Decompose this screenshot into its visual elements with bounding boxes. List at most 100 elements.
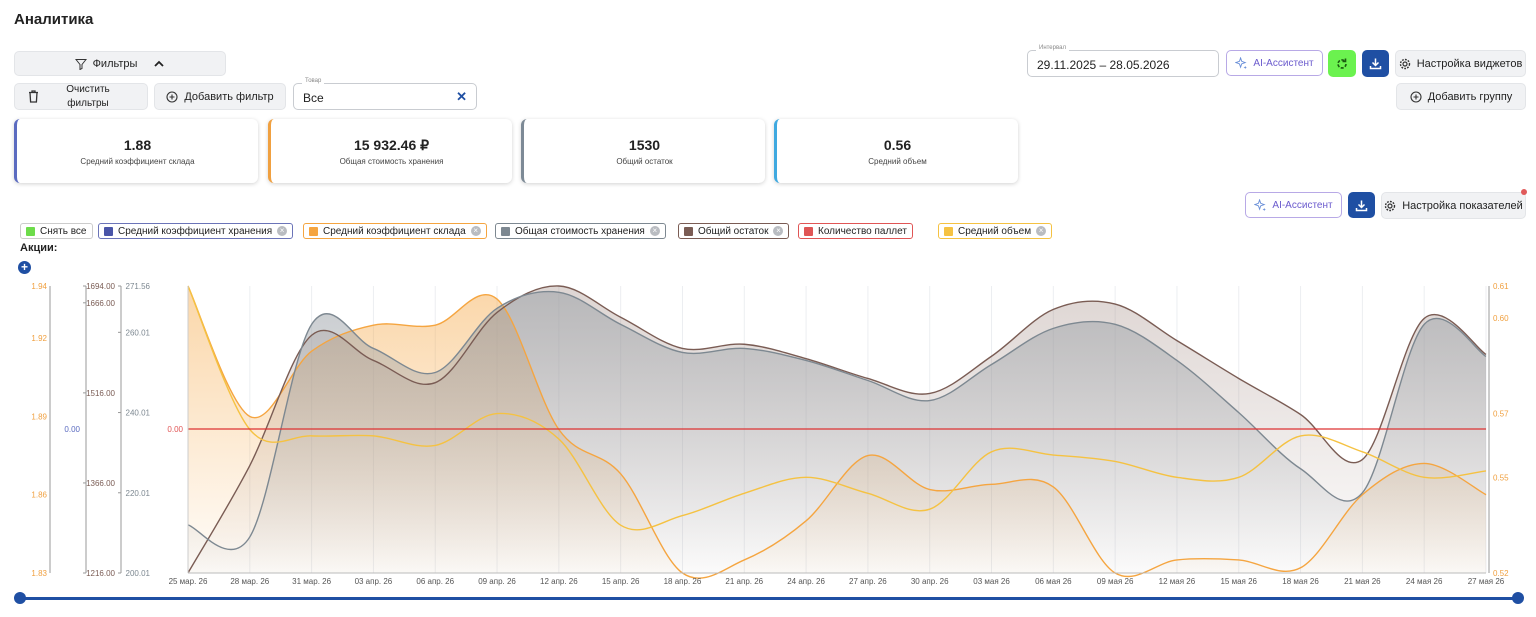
x-tick-label: 21 апр. 26 — [725, 577, 763, 586]
storage-cost-axis-tick-label: 220.01 — [126, 489, 151, 498]
chart-download-button[interactable] — [1348, 192, 1375, 218]
legend-label: Снять все — [40, 225, 87, 237]
gear-icon — [1384, 200, 1396, 211]
x-tick-label: 25 мар. 26 — [169, 577, 208, 586]
stock-axis-tick-label: 1666.00 — [86, 299, 115, 308]
clear-icon[interactable]: ✕ — [456, 89, 467, 104]
legend-swatch — [501, 226, 510, 236]
legend-label: Средний объем — [958, 225, 1032, 237]
storage-cost-series-line — [187, 290, 1487, 551]
widget-settings-button[interactable]: Настройка виджетов — [1395, 50, 1526, 77]
add-group-button[interactable]: Добавить группу — [1396, 83, 1526, 110]
filters-toggle-button[interactable]: Фильтры — [14, 51, 226, 76]
chevron-up-icon — [154, 60, 165, 67]
storage-cost-axis-tick-label: 200.01 — [126, 569, 151, 578]
plus-circle-icon — [166, 90, 178, 103]
clear-filters-label: Очистить фильтры — [66, 83, 110, 109]
storage-cost-series-area — [188, 291, 1486, 573]
chart-ai-assistant-button[interactable]: AI-Ассистент — [1245, 192, 1342, 218]
stock-axis-tick-label: 1694.00 — [86, 282, 115, 291]
kpi-label: Общая стоимость хранения — [339, 157, 444, 166]
legend-label: Средний коэффициент склада — [323, 225, 466, 237]
volume-series-line — [187, 285, 1487, 531]
legend-chip-storage-coef[interactable]: Средний коэффициент хранения × — [98, 223, 294, 239]
sparkle-icon — [1254, 198, 1267, 211]
product-field-value: Все — [303, 91, 324, 105]
interval-field-value: 29.11.2025 – 28.05.2026 — [1037, 58, 1170, 72]
legend-label: Общая стоимость хранения — [515, 225, 645, 237]
x-tick-label: 12 мая 26 — [1159, 577, 1196, 586]
remove-icon[interactable]: × — [649, 226, 660, 236]
add-filter-label: Добавить фильтр — [184, 90, 274, 103]
range-slider-track[interactable] — [20, 597, 1518, 600]
add-promo-icon[interactable]: + — [18, 261, 31, 274]
kpi-value: 1530 — [628, 137, 661, 153]
x-tick-label: 03 мая 26 — [973, 577, 1010, 586]
x-tick-label: 27 мая 26 — [1468, 577, 1505, 586]
stock-axis-tick-label: 1216.00 — [86, 569, 115, 578]
legend-label: Общий остаток — [698, 225, 769, 237]
remove-icon[interactable]: × — [277, 226, 288, 236]
kpi-card-warehouse-coef: 1.88 Средний коэффициент склада — [14, 119, 258, 183]
storage-coef-tick-label: 0.00 — [64, 425, 80, 434]
remove-icon[interactable]: × — [1036, 226, 1047, 236]
legend-swatch — [804, 226, 813, 236]
remove-icon[interactable]: × — [470, 226, 481, 236]
legend-chip-total-stock[interactable]: Общий остаток × — [678, 223, 790, 239]
warehouse-coef-series-area — [188, 286, 1486, 579]
warehouse-coef-tick-label: 1.92 — [31, 334, 47, 343]
volume-tick-label: 0.57 — [1493, 410, 1509, 419]
interval-field[interactable]: Интервал 29.11.2025 – 28.05.2026 — [1027, 45, 1219, 77]
remove-icon[interactable]: × — [773, 226, 784, 236]
stock-series-line — [187, 285, 1487, 574]
range-slider-start-handle[interactable] — [14, 592, 26, 604]
kpi-label: Общий остаток — [616, 157, 673, 166]
page-title: Аналитика — [14, 11, 94, 28]
ai-assistant-label: AI-Ассистент — [1253, 57, 1314, 69]
kpi-card-avg-volume: 0.56 Средний объем — [774, 119, 1018, 183]
legend-label: Средний коэффициент хранения — [118, 225, 273, 237]
ai-assistant-button[interactable]: AI-Ассистент — [1226, 50, 1323, 76]
refresh-button[interactable] — [1328, 50, 1356, 77]
sparkle-icon — [1235, 56, 1248, 69]
add-filter-button[interactable]: Добавить фильтр — [154, 83, 286, 110]
legend-chip-avg-volume[interactable]: Средний объем × — [938, 223, 1053, 239]
filter-icon — [74, 58, 87, 70]
legend-chip-pallets[interactable]: Количество паллет — [798, 223, 913, 239]
x-tick-label: 15 мая 26 — [1220, 577, 1257, 586]
indicators-settings-button[interactable]: Настройка показателей — [1381, 192, 1526, 219]
x-tick-label: 21 мая 26 — [1344, 577, 1381, 586]
x-tick-label: 18 мая 26 — [1282, 577, 1319, 586]
plus-circle-icon — [1410, 90, 1422, 103]
clear-filters-button[interactable]: Очистить фильтры — [14, 83, 148, 110]
legend-swatch — [104, 226, 113, 236]
gear-icon — [1399, 58, 1410, 69]
download-button[interactable] — [1362, 50, 1389, 77]
legend-chip-storage-cost[interactable]: Общая стоимость хранения × — [495, 223, 666, 239]
warehouse-coef-tick-label: 1.83 — [31, 569, 47, 578]
legend-swatch — [944, 226, 953, 236]
x-tick-label: 31 мар. 26 — [292, 577, 331, 586]
storage-cost-axis-tick-label: 240.01 — [126, 409, 151, 418]
trash-icon — [29, 90, 38, 103]
range-slider-end-handle[interactable] — [1512, 592, 1524, 604]
x-tick-label: 09 мая 26 — [1097, 577, 1134, 586]
notification-dot — [1521, 189, 1527, 195]
storage-cost-axis-tick-label: 260.01 — [126, 328, 151, 337]
legend-chip-select-all[interactable]: Снять все — [20, 223, 93, 239]
add-group-label: Добавить группу — [1427, 90, 1513, 103]
x-tick-label: 06 мая 26 — [1035, 577, 1072, 586]
kpi-card-total-stock: 1530 Общий остаток — [521, 119, 765, 183]
legend-chip-warehouse-coef[interactable]: Средний коэффициент склада × — [303, 223, 487, 239]
warehouse-coef-tick-label: 1.89 — [31, 412, 47, 421]
kpi-value: 1.88 — [123, 137, 152, 153]
x-tick-label: 30 апр. 26 — [911, 577, 949, 586]
interval-field-label: Интервал — [1036, 45, 1069, 51]
x-tick-label: 09 апр. 26 — [478, 577, 516, 586]
filters-toggle-label: Фильтры — [92, 57, 138, 70]
product-field[interactable]: Товар Все ✕ — [293, 78, 477, 110]
volume-tick-label: 0.60 — [1493, 314, 1509, 323]
kpi-card-storage-cost: 15 932.46 ₽ Общая стоимость хранения — [268, 119, 512, 183]
storage-cost-axis-tick-label: 271.56 — [126, 282, 151, 291]
x-tick-label: 15 апр. 26 — [602, 577, 640, 586]
